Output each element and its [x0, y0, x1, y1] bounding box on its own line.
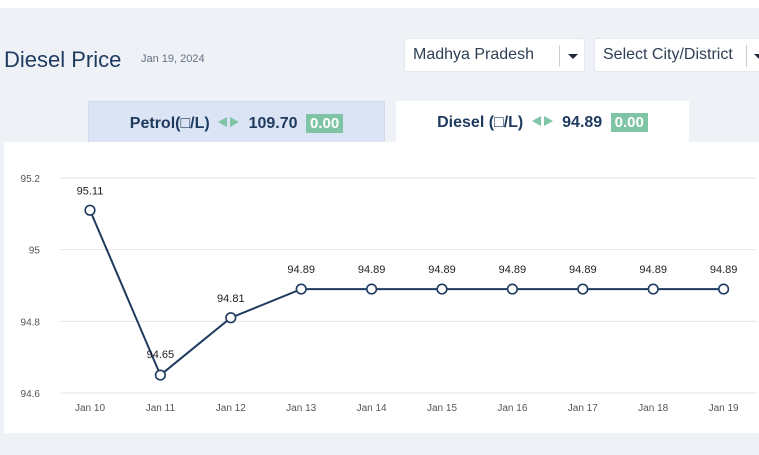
- chevron-down-icon: [568, 54, 578, 59]
- y-tick-label: 95.2: [21, 174, 41, 185]
- data-point: [225, 312, 237, 324]
- price-date: Jan 19, 2024: [141, 53, 205, 65]
- data-label: 94.81: [217, 293, 245, 305]
- tab-petrol[interactable]: Petrol(□/L) 109.70 0.00: [88, 101, 385, 142]
- chart-panel: [4, 142, 759, 433]
- tab-diesel[interactable]: Diesel (□/L) 94.89 0.00: [396, 101, 689, 142]
- data-point: [506, 283, 519, 295]
- data-point: [436, 283, 448, 295]
- x-tick-label: Jan 16: [497, 403, 527, 414]
- data-label: 94.89: [428, 264, 456, 276]
- data-label: 94.89: [569, 264, 597, 276]
- data-point: [647, 283, 659, 295]
- state-select[interactable]: Madhya Pradesh: [404, 38, 585, 72]
- data-label: 94.89: [710, 264, 738, 276]
- x-tick-label: Jan 15: [427, 403, 457, 414]
- data-label: 94.65: [147, 349, 175, 361]
- city-select[interactable]: Select City/District: [594, 38, 759, 72]
- data-point: [154, 369, 166, 381]
- x-tick-label: Jan 17: [568, 403, 598, 414]
- x-tick-label: Jan 11: [146, 403, 176, 414]
- data-label: 95.11: [77, 185, 104, 197]
- tab-petrol-label: Petrol(□/L): [129, 115, 210, 132]
- tab-petrol-change-badge: 0.00: [305, 114, 344, 133]
- x-tick-label: Jan 18: [638, 403, 668, 414]
- data-label: 94.89: [358, 264, 386, 276]
- page-title: Diesel Price: [4, 47, 122, 72]
- data-label: 94.89: [499, 264, 527, 276]
- x-tick-label: Jan 19: [709, 403, 739, 414]
- data-label: 94.89: [639, 264, 667, 276]
- tab-petrol-price: 109.70: [248, 115, 298, 132]
- state-select-value: Madhya Pradesh: [413, 46, 534, 63]
- series-line: [89, 209, 724, 377]
- x-tick-label: Jan 12: [216, 403, 246, 414]
- tab-diesel-price: 94.89: [562, 114, 603, 131]
- y-tick-label: 94.8: [21, 317, 41, 328]
- data-point: [366, 283, 378, 295]
- data-point: [295, 283, 307, 295]
- top-strip: [0, 0, 759, 8]
- y-tick-label: 94.6: [21, 389, 41, 400]
- tab-diesel-label: Diesel (□/L): [437, 114, 524, 131]
- tab-diesel-change-badge: 0.00: [610, 113, 648, 132]
- data-point: [577, 283, 589, 295]
- data-point: [717, 283, 730, 295]
- select-separator: [746, 45, 747, 67]
- price-change-arrows-icon: [218, 117, 240, 128]
- x-tick-label: Jan 14: [357, 403, 387, 414]
- price-change-arrows-icon: [531, 116, 554, 127]
- y-tick-label: 95: [29, 246, 41, 257]
- select-separator: [559, 45, 560, 67]
- chevron-down-icon: [754, 54, 759, 59]
- x-tick-label: Jan 10: [75, 403, 105, 414]
- data-label: 94.89: [287, 264, 315, 276]
- x-tick-label: Jan 13: [286, 403, 316, 414]
- data-point: [84, 204, 96, 216]
- city-select-value: Select City/District: [603, 46, 733, 63]
